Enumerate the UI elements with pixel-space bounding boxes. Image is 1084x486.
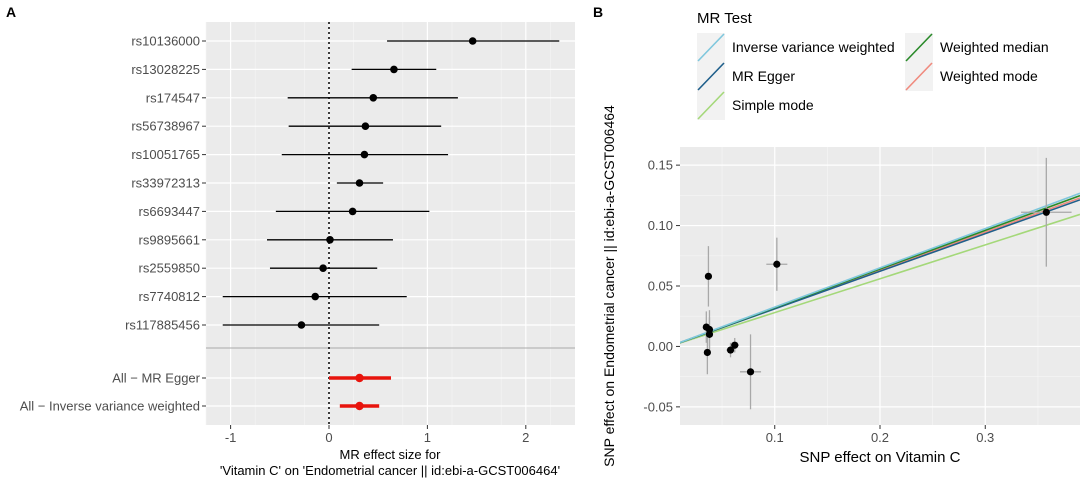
- forest-snp-label: rs10136000: [131, 34, 200, 49]
- scatter-regression-lines: [680, 192, 1080, 344]
- forest-plot-panel: A rs10136000 rs13028225 rs174547 rs56738967…: [6, 4, 575, 478]
- forest-snp-point: [369, 94, 378, 102]
- scatter-point: [731, 341, 739, 349]
- scatter-point: [1042, 208, 1050, 216]
- forest-plot-rows: rs10136000 rs13028225 rs174547 rs56738967 rs…: [20, 34, 560, 414]
- forest-snp-label: rs117885456: [125, 318, 200, 333]
- forest-x-tick-label: -1: [225, 430, 237, 445]
- forest-plot-background: [206, 22, 575, 425]
- scatter-y-tick-label: 0.10: [648, 218, 673, 233]
- scatter-legend: MR Test Inverse variance weighted MR Egge…: [697, 10, 1049, 120]
- scatter-point: [705, 325, 714, 334]
- legend-entry-label: MR Egger: [732, 68, 795, 84]
- forest-snp-point: [468, 37, 477, 45]
- forest-snp-label: rs10051765: [131, 147, 200, 162]
- forest-snp-point: [361, 122, 370, 130]
- forest-snp-point: [360, 150, 369, 159]
- panel-b-label: B: [593, 4, 603, 20]
- forest-snp-label: rs33972313: [131, 176, 200, 191]
- forest-snp-label: rs9895661: [139, 232, 200, 247]
- regression-line: [680, 192, 1080, 344]
- legend-key-line: [697, 91, 725, 120]
- scatter-point: [773, 260, 781, 268]
- legend-key-line: [697, 62, 725, 91]
- legend-entry-label: Inverse variance weighted: [732, 39, 895, 55]
- forest-snp-point: [348, 207, 357, 216]
- forest-summary-point: [355, 401, 364, 411]
- scatter-y-tick-label: 0.15: [648, 158, 673, 173]
- forest-snp-point: [319, 264, 327, 273]
- scatter-x-label: SNP effect on Vitamin C: [800, 449, 961, 466]
- forest-snp-point: [355, 179, 364, 187]
- forest-summary-point: [355, 373, 364, 383]
- scatter-y-tick-label: 0.05: [648, 279, 673, 294]
- scatter-y-axis: -0.05 0.00 0.05 0.10 0.15: [643, 158, 680, 414]
- forest-plot-x-axis: -1 0 1 2: [202, 40, 529, 445]
- legend-entry-label: Simple mode: [732, 97, 814, 113]
- forest-snp-point: [390, 65, 398, 74]
- forest-snp-label: rs13028225: [131, 62, 200, 77]
- legend-key-line: [905, 33, 933, 62]
- legend-key-line: [905, 62, 933, 91]
- scatter-x-tick-label: 0.1: [766, 430, 784, 445]
- forest-snp-point: [326, 236, 334, 244]
- scatter-plot-panel: B MR Test Inverse variance weighted MR Eg…: [593, 4, 1080, 467]
- forest-snp-label: rs2559850: [139, 261, 200, 276]
- scatter-y-tick-label: -0.05: [643, 399, 673, 414]
- forest-plot-x-label-line1: MR effect size for: [340, 447, 442, 462]
- forest-snp-label: rs6693447: [139, 204, 200, 219]
- regression-line: [680, 213, 1080, 344]
- panel-a-label: A: [6, 4, 16, 20]
- scatter-point: [746, 368, 755, 376]
- forest-summary-label: All − MR Egger: [112, 371, 200, 386]
- forest-x-tick-label: 0: [325, 430, 332, 445]
- scatter-plot-gridlines: [680, 147, 1080, 425]
- forest-snp-label: rs56738967: [131, 119, 200, 134]
- scatter-points: [702, 157, 1072, 410]
- scatter-x-tick-label: 0.2: [871, 430, 889, 445]
- scatter-x-axis: 0.1 0.2 0.3: [766, 425, 994, 445]
- scatter-y-tick-label: 0.00: [648, 339, 673, 354]
- forest-snp-label: rs174547: [146, 90, 200, 105]
- legend-entry-label: Weighted mode: [940, 68, 1038, 84]
- scatter-y-label: SNP effect on Endometrial cancer || id:e…: [601, 105, 617, 467]
- scatter-point: [703, 348, 711, 357]
- scatter-point: [704, 272, 713, 280]
- forest-snp-point: [311, 292, 320, 301]
- forest-x-tick-label: 2: [522, 430, 529, 445]
- legend-title: MR Test: [697, 10, 753, 27]
- legend-key-line: [697, 33, 725, 62]
- legend-entry-label: Weighted median: [940, 39, 1049, 55]
- forest-summary-label: All − Inverse variance weighted: [20, 399, 200, 414]
- forest-x-tick-label: 1: [424, 430, 431, 445]
- forest-snp-label: rs7740812: [139, 289, 200, 304]
- forest-plot-x-label-line2: 'Vitamin C' on 'Endometrial cancer || id…: [220, 463, 560, 478]
- scatter-x-tick-label: 0.3: [976, 430, 994, 445]
- scatter-point: [726, 346, 735, 354]
- forest-snp-point: [297, 321, 306, 329]
